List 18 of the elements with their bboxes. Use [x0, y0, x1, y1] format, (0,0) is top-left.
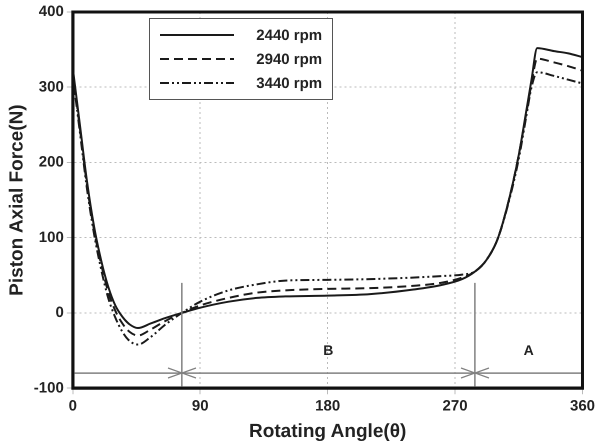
x-tick-label: 270 — [442, 397, 468, 414]
x-tick-label: 90 — [192, 397, 209, 414]
y-tick-label: 400 — [38, 3, 64, 20]
legend-label: 2940 rpm — [256, 50, 322, 68]
y-tick-label: 0 — [55, 304, 64, 322]
y-axis-title: Piston Axial Force(N) — [6, 104, 28, 296]
x-axis-title: Rotating Angle(θ) — [248, 420, 406, 442]
legend-label: 3440 rpm — [256, 74, 322, 92]
annotation: B — [323, 342, 334, 358]
legend-label: 2440 rpm — [256, 26, 322, 44]
y-tick-label: -100 — [34, 379, 64, 396]
y-tick-label: 200 — [38, 154, 64, 171]
annotation: A — [524, 342, 534, 358]
y-tick-label: 100 — [38, 228, 64, 246]
x-tick-label: 360 — [570, 397, 595, 414]
x-tick-label: 0 — [68, 397, 77, 414]
y-tick-label: 300 — [38, 78, 64, 96]
x-tick-label: 180 — [315, 397, 340, 414]
